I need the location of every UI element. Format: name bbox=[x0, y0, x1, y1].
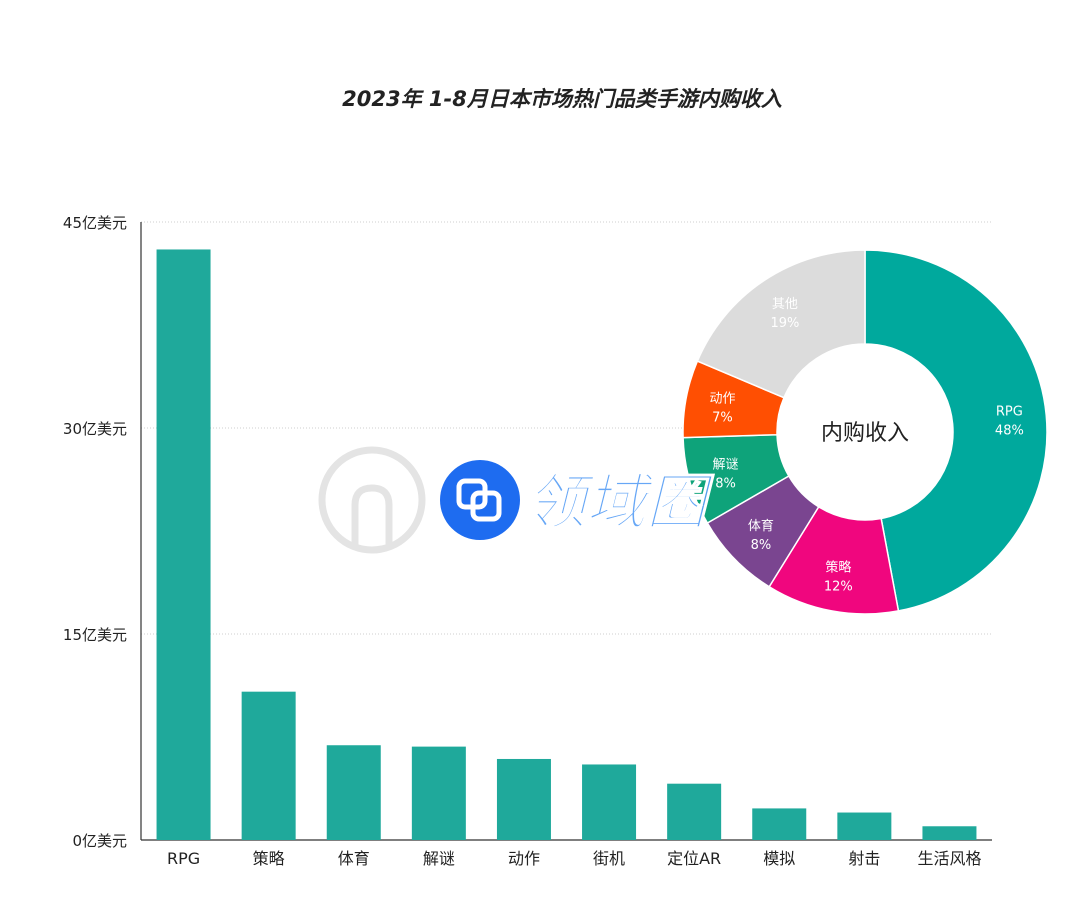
watermark-mark-icon bbox=[351, 484, 393, 545]
watermark-logo-icon bbox=[440, 460, 520, 540]
slice-label: 体育 bbox=[748, 518, 774, 534]
bar-RPG bbox=[156, 249, 211, 840]
x-tick-label: 体育 bbox=[338, 849, 370, 868]
slice-value-label: 8% bbox=[715, 477, 736, 492]
donut-center-label: 内购收入 bbox=[821, 421, 909, 446]
bar-策略 bbox=[241, 691, 296, 840]
bar-街机 bbox=[582, 764, 637, 840]
slice-label: 策略 bbox=[825, 560, 851, 576]
bar-定位AR bbox=[667, 783, 722, 840]
slice-value-label: 7% bbox=[712, 410, 733, 425]
x-tick-label: 生活风格 bbox=[917, 849, 981, 868]
bar-生活风格 bbox=[922, 826, 977, 840]
x-tick-label: 策略 bbox=[253, 849, 285, 868]
y-tick-label: 45亿美元 bbox=[63, 214, 127, 232]
x-tick-label: 模拟 bbox=[763, 849, 795, 868]
x-tick-label: 解谜 bbox=[423, 849, 455, 868]
bar-体育 bbox=[326, 745, 381, 840]
x-tick-label: 动作 bbox=[508, 849, 540, 868]
slice-value-label: 48% bbox=[995, 424, 1024, 439]
y-tick-label: 30亿美元 bbox=[63, 420, 127, 438]
watermark-ring-icon bbox=[318, 446, 426, 554]
bar-射击 bbox=[837, 812, 892, 840]
x-tick-label: 射击 bbox=[848, 849, 880, 868]
donut-slice-其他 bbox=[696, 249, 866, 399]
bar-动作 bbox=[496, 758, 551, 840]
watermark-text: 领域圈 bbox=[526, 468, 715, 538]
slice-label: 其他 bbox=[772, 297, 798, 312]
donut-chart: RPG 48% 策略 12% 体育 8% 解谜 8% 动作 7% 其他 19% 内购收入 bbox=[682, 249, 1048, 615]
x-tick-label: 街机 bbox=[593, 849, 625, 868]
slice-label: 动作 bbox=[709, 391, 735, 406]
x-tick-label: RPG bbox=[167, 849, 200, 868]
slice-label: RPG bbox=[996, 405, 1023, 420]
donut-slice-RPG bbox=[864, 249, 1048, 612]
slice-value-label: 8% bbox=[751, 538, 772, 553]
y-tick-label: 15亿美元 bbox=[63, 626, 127, 644]
chart-title: 2023年 1-8月日本市场热门品类手游内购收入 bbox=[342, 87, 782, 111]
slice-label: 解谜 bbox=[713, 458, 739, 473]
logo-square-icon bbox=[470, 490, 502, 522]
watermark: 领域圈 bbox=[318, 446, 715, 554]
y-tick-label: 0亿美元 bbox=[72, 832, 127, 850]
slice-value-label: 19% bbox=[770, 316, 799, 331]
bar-模拟 bbox=[752, 808, 807, 840]
slice-value-label: 12% bbox=[824, 580, 853, 595]
x-tick-label: 定位AR bbox=[667, 849, 721, 868]
bar-解谜 bbox=[411, 746, 466, 840]
